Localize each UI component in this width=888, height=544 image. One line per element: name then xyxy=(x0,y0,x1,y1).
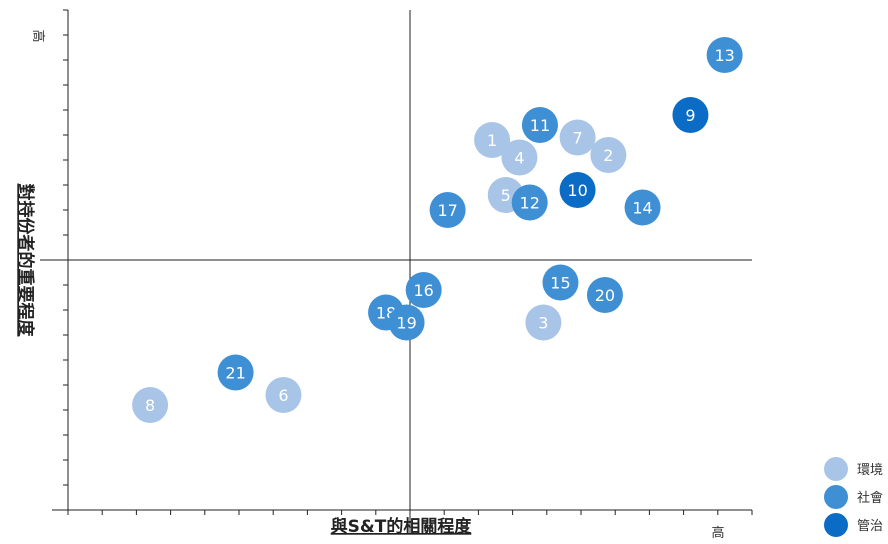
bubble-circle xyxy=(429,192,466,228)
bubble-circle xyxy=(132,387,169,423)
bubble-label: 16 xyxy=(414,281,434,300)
bubble-label: 15 xyxy=(550,274,570,293)
bubble-circle xyxy=(501,139,538,176)
bubble-21: 21 xyxy=(217,354,254,391)
bubble-circle xyxy=(474,122,511,158)
bubble-circle xyxy=(542,264,579,301)
bubble-1: 1 xyxy=(474,122,511,158)
bubble-circle xyxy=(217,354,254,391)
bubble-label: 1 xyxy=(487,131,497,150)
bubble-label: 21 xyxy=(225,364,245,383)
bubble-2: 2 xyxy=(590,137,627,173)
bubble-circle xyxy=(525,304,562,341)
bubble-circle xyxy=(624,189,661,226)
legend-item: 管治 xyxy=(824,513,883,537)
bubble-label: 10 xyxy=(567,181,587,200)
bubble-14: 14 xyxy=(624,189,661,226)
bubble-19: 19 xyxy=(388,304,425,341)
bubble-3: 3 xyxy=(525,304,562,341)
bubble-circle xyxy=(559,119,596,156)
bubble-label: 6 xyxy=(278,386,288,405)
bubble-label: 20 xyxy=(595,286,615,305)
legend-swatch xyxy=(824,457,848,481)
bubble-circle xyxy=(405,272,442,308)
bubble-circle xyxy=(586,277,623,313)
bubble-circle xyxy=(388,304,425,341)
bubble-label: 4 xyxy=(514,149,524,168)
y-axis-high-label: 高 xyxy=(30,29,46,42)
bubble-10: 10 xyxy=(559,172,596,208)
bubble-8: 8 xyxy=(132,387,169,423)
bubble-circle xyxy=(706,37,743,73)
bubble-circle xyxy=(265,377,302,413)
bubble-label: 19 xyxy=(396,314,416,333)
bubble-label: 2 xyxy=(603,146,613,165)
bubble-circle xyxy=(511,184,548,221)
legend-label: 環境 xyxy=(857,463,883,478)
bubble-label: 5 xyxy=(501,186,511,205)
bubble-17: 17 xyxy=(429,192,466,228)
bubble-circle xyxy=(521,107,558,143)
bubble-11: 11 xyxy=(521,107,558,143)
bubble-label: 14 xyxy=(632,199,652,218)
bubble-label: 9 xyxy=(685,106,695,125)
x-axis-high-label: 高 xyxy=(711,525,724,541)
legend-item: 社會 xyxy=(824,485,883,509)
bubble-15: 15 xyxy=(542,264,579,301)
x-axis-title: 與S&T的相關程度 xyxy=(331,516,473,537)
axis-labels: 與S&T的相關程度 高 高 對持份者的重要程度 xyxy=(15,29,725,541)
axes xyxy=(40,9,753,534)
bubble-6: 6 xyxy=(265,377,302,413)
bubble-label: 13 xyxy=(714,46,734,65)
legend-swatch xyxy=(824,513,848,537)
bubble-circle xyxy=(559,172,596,208)
legend-item: 環境 xyxy=(824,457,883,481)
bubble-12: 12 xyxy=(511,184,548,221)
bubble-circle xyxy=(590,137,627,173)
legend-swatch xyxy=(824,485,848,509)
bubble-4: 4 xyxy=(501,139,538,176)
bubble-20: 20 xyxy=(586,277,623,313)
y-axis-title: 對持份者的重要程度 xyxy=(15,184,36,338)
bubble-7: 7 xyxy=(559,119,596,156)
bubble-label: 11 xyxy=(530,116,550,135)
bubble-label: 7 xyxy=(572,129,582,148)
legend-label: 社會 xyxy=(857,490,883,506)
bubble-label: 12 xyxy=(520,194,540,213)
bubble-label: 3 xyxy=(538,314,548,333)
legend-label: 管治 xyxy=(857,519,883,534)
bubble-circle xyxy=(672,97,709,133)
bubble-label: 8 xyxy=(145,396,155,415)
bubble-13: 13 xyxy=(706,37,743,73)
bubble-9: 9 xyxy=(672,97,709,133)
bubble-16: 16 xyxy=(405,272,442,308)
bubble-label: 17 xyxy=(437,201,457,220)
